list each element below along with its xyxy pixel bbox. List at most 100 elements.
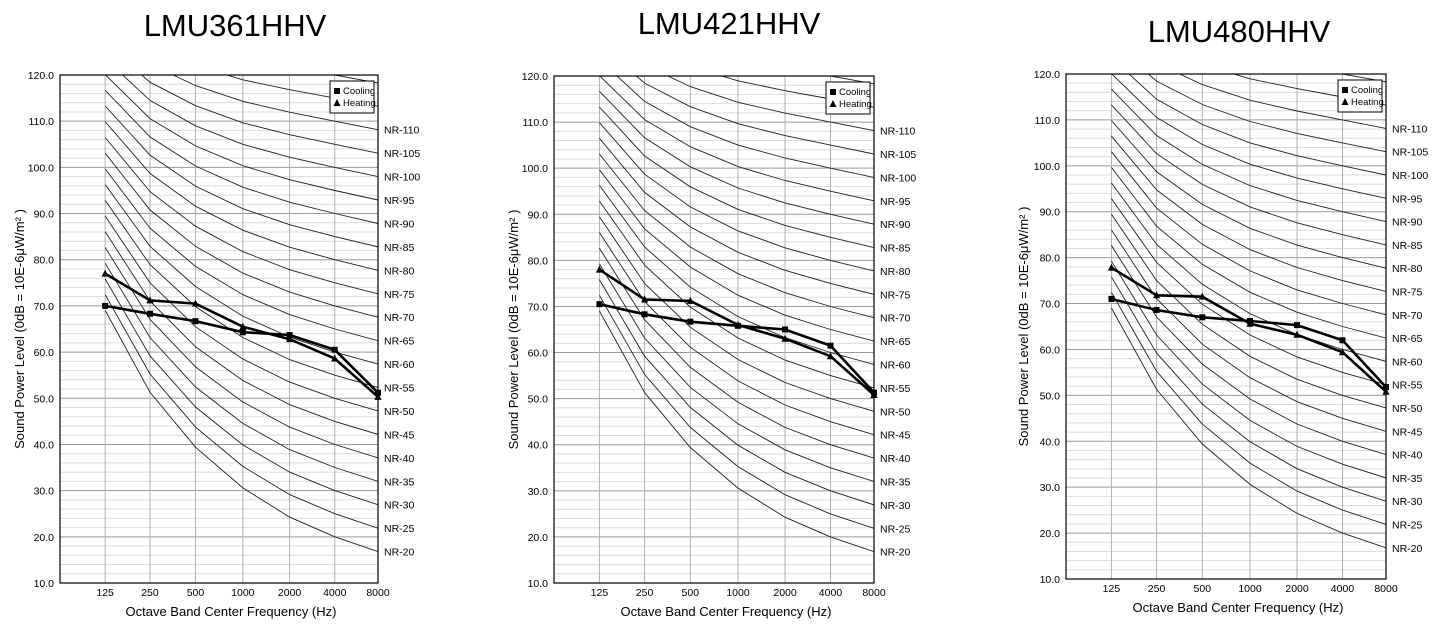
heating-point-marker	[1338, 348, 1347, 356]
y-tick-label: 50.0	[528, 394, 549, 406]
nr-curve	[1111, 307, 1386, 549]
nr-label: NR-110	[384, 125, 420, 137]
x-tick-label: 125	[591, 587, 609, 599]
cooling-point-marker	[641, 311, 648, 318]
x-tick-label: 4000	[323, 587, 347, 599]
y-tick-label: 90.0	[1040, 207, 1061, 219]
nr-label: NR-40	[384, 453, 415, 465]
cooling-point-marker	[1199, 314, 1206, 321]
nr-label: NR-85	[1392, 240, 1423, 252]
legend-heating-label: Heating	[343, 98, 376, 109]
x-tick-label: 500	[1194, 583, 1212, 595]
y-tick-label: 10.0	[1040, 574, 1061, 586]
heating-point-marker	[374, 392, 382, 400]
heating-point-marker	[1152, 291, 1161, 299]
cooling-point-marker	[687, 318, 694, 325]
nr-curve	[121, 75, 378, 178]
chart-panel-lmu480hhv: LMU480HHV NR-20 NR-25 NR-30 NR-35 NR-40 NR-45…	[1004, 0, 1442, 624]
legend-heating-label: Heating	[1351, 97, 1384, 108]
nr-chart: NR-20 NR-25 NR-30 NR-35 NR-40 NR-45 NR-50 NR-55…	[1016, 69, 1428, 615]
nr-curve	[599, 232, 874, 436]
x-axis-title: Octave Band Center Frequency (Hz)	[621, 604, 832, 619]
nr-curve	[666, 76, 874, 132]
y-tick-label: 110.0	[523, 117, 549, 129]
y-tick-label: 40.0	[34, 439, 55, 451]
nr-label: NR-55	[384, 383, 415, 395]
cooling-point-marker	[375, 389, 381, 396]
nr-curve	[599, 295, 874, 529]
heating-point-marker	[1293, 330, 1301, 338]
plot-frame	[59, 74, 379, 584]
nr-label: NR-95	[880, 196, 911, 208]
nr-label: NR-20	[384, 547, 415, 559]
nr-label: NR-45	[1392, 426, 1423, 438]
cooling-point-marker	[1153, 306, 1160, 313]
nr-label: NR-100	[1392, 170, 1428, 182]
x-tick-label: 2000	[278, 587, 302, 599]
legend-box	[1337, 79, 1383, 113]
nr-label: NR-50	[1392, 403, 1423, 415]
x-tick-label: 250	[636, 587, 654, 599]
nr-curve	[1111, 104, 1386, 246]
chart-title: LMU480HHV	[1147, 14, 1331, 49]
heating-point-marker	[1246, 319, 1254, 327]
nr-curve	[599, 310, 874, 553]
y-tick-label: 100.0	[1034, 161, 1060, 173]
nr-label: NR-95	[384, 195, 415, 207]
chart-panel-lmu361hhv: LMU361HHV NR-20 NR-25 NR-30 NR-35 NR-40 NR-45…	[0, 0, 470, 624]
y-tick-label: 110.0	[29, 116, 55, 128]
y-tick-label: 20.0	[1040, 528, 1061, 540]
x-tick-label: 1000	[231, 587, 255, 599]
y-tick-label: 100.0	[522, 163, 548, 175]
nr-label: NR-110	[1392, 123, 1428, 135]
cooling-point-marker	[146, 310, 153, 317]
nr-label: NR-20	[1392, 543, 1423, 555]
nr-curve	[599, 153, 874, 319]
nr-label: NR-75	[880, 289, 911, 301]
nr-label: NR-35	[880, 476, 911, 488]
cooling-point-marker	[596, 301, 603, 308]
plot-frame	[1065, 73, 1387, 580]
legend-box	[329, 80, 375, 114]
nr-curve	[599, 279, 874, 506]
heating-point-marker	[1382, 387, 1390, 395]
nr-label: NR-45	[384, 429, 415, 441]
nr-curve	[1339, 74, 1386, 83]
legend-cooling-label: Cooling	[1351, 85, 1383, 96]
y-tick-label: 20.0	[34, 532, 55, 544]
x-axis-title: Octave Band Center Frequency (Hz)	[1133, 600, 1344, 615]
y-tick-label: 100.0	[28, 162, 54, 174]
legend-cooling-marker	[830, 89, 836, 95]
nr-label: NR-90	[1392, 217, 1423, 229]
cooling-point-marker	[286, 332, 293, 339]
cooling-point-marker	[782, 326, 789, 333]
y-tick-label: 70.0	[528, 301, 549, 313]
nr-label: NR-85	[384, 242, 415, 254]
chart-panel-lmu421hhv: LMU421HHV NR-20 NR-25 NR-30 NR-35 NR-40 NR-45…	[494, 0, 964, 624]
nr-curve	[1128, 74, 1386, 176]
x-tick-label: 4000	[1331, 583, 1355, 595]
heating-point-marker	[101, 269, 109, 277]
y-tick-label: 90.0	[34, 209, 55, 221]
nr-curve	[1111, 292, 1386, 525]
legend-heating-marker	[1341, 98, 1349, 105]
x-tick-label: 8000	[366, 587, 390, 599]
x-tick-label: 125	[1103, 583, 1121, 595]
nr-curve	[104, 137, 378, 295]
nr-label: NR-70	[384, 312, 415, 324]
nr-label: NR-30	[880, 500, 911, 512]
y-tick-label: 80.0	[1040, 253, 1061, 265]
x-tick-label: 4000	[819, 587, 843, 599]
nr-curve	[104, 294, 378, 529]
x-tick-label: 125	[96, 587, 114, 599]
nr-label: NR-110	[880, 126, 916, 138]
nr-label: NR-75	[384, 289, 415, 301]
y-tick-label: 70.0	[34, 301, 55, 313]
legend-heating-label: Heating	[839, 99, 872, 110]
legend-box	[825, 81, 871, 115]
nr-curve	[1111, 151, 1386, 316]
nr-label: NR-80	[384, 265, 415, 277]
x-tick-label: 250	[1148, 583, 1166, 595]
nr-curve	[104, 105, 378, 248]
nr-label: NR-50	[384, 406, 415, 418]
